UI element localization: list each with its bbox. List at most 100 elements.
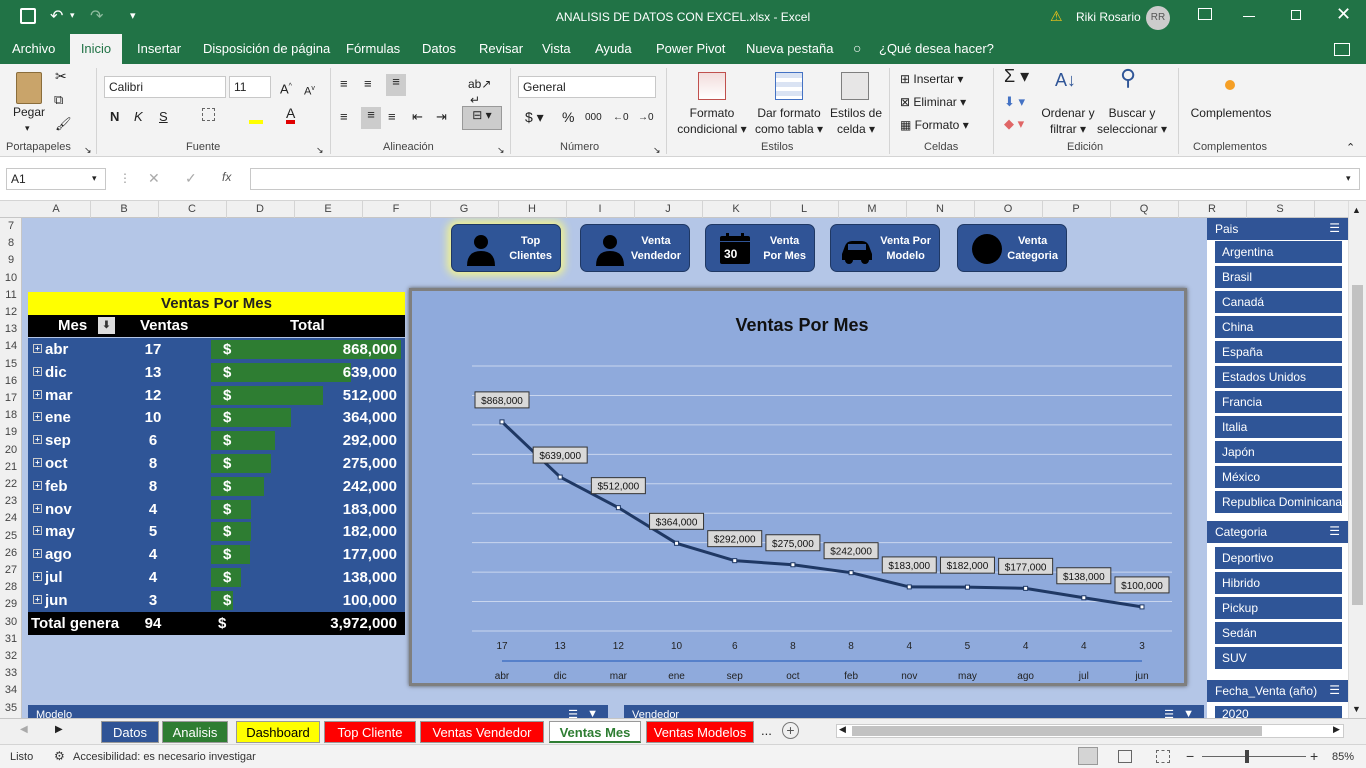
pivot-row[interactable]: + dic 13 $639,000 [28, 360, 405, 384]
row-header[interactable]: 7 [7, 220, 15, 232]
sheet-tab[interactable]: Dashboard [236, 721, 320, 743]
name-box-dropdown-icon[interactable]: ▾ [92, 173, 97, 183]
column-divider[interactable] [1042, 201, 1043, 218]
slicer-pais-item[interactable]: Italia [1215, 416, 1342, 438]
row-header[interactable]: 16 [4, 374, 18, 387]
column-header[interactable]: H [528, 203, 536, 215]
zoom-thumb[interactable] [1245, 750, 1249, 763]
undo-dropdown-icon[interactable]: ▾ [70, 10, 75, 20]
row-header[interactable]: 34 [4, 684, 18, 697]
row-header[interactable]: 27 [4, 564, 18, 576]
slicer-pais-item[interactable]: Japón [1215, 441, 1342, 463]
sheet-tab[interactable]: Ventas Modelos [646, 721, 754, 743]
merge-center-icon[interactable]: ⊟ ▾ [462, 106, 502, 130]
row-header[interactable]: 23 [4, 495, 18, 508]
pivot-row[interactable]: + ago 4 $177,000 [28, 543, 405, 567]
hscroll-left-icon[interactable]: ◀ [839, 724, 846, 734]
prev-sheet-icon[interactable]: ◀ [20, 724, 28, 735]
filter-dropdown-icon[interactable]: ⬇ [98, 317, 115, 334]
column-header[interactable]: F [392, 203, 400, 215]
restore-icon[interactable] [1291, 10, 1301, 20]
more-sheets-icon[interactable]: ... [761, 723, 772, 738]
venta-por-mes-button[interactable]: 30 Venta Por Mes [705, 224, 815, 272]
slicer-pais-item[interactable]: Canadá [1215, 291, 1342, 313]
tab-revisar[interactable]: Revisar [479, 41, 524, 56]
row-header[interactable]: 9 [7, 254, 15, 267]
slicer-pais-item[interactable]: Argentina [1215, 241, 1342, 263]
row-header[interactable]: 17 [4, 392, 18, 404]
row-header[interactable]: 13 [4, 323, 18, 336]
font-size-select[interactable]: 11 [229, 76, 271, 98]
data-point[interactable] [499, 419, 505, 425]
column-divider[interactable] [362, 201, 363, 218]
column-header[interactable]: L [800, 203, 808, 215]
pivot-row[interactable]: + abr 17 $868,000 [28, 338, 405, 361]
borders-icon[interactable] [202, 108, 215, 121]
paste-dropdown-icon[interactable]: ▾ [25, 123, 30, 133]
multi-select-icon[interactable]: ☰ [1329, 524, 1340, 538]
row-header[interactable]: 12 [4, 306, 18, 318]
align-center-icon[interactable]: ≡ [361, 107, 381, 129]
row-header[interactable]: 33 [4, 667, 18, 680]
slicer-categoria-item[interactable]: Deportivo [1215, 547, 1342, 569]
row-header[interactable]: 25 [4, 529, 18, 542]
sheet-tab[interactable]: Analisis [162, 721, 228, 743]
avatar[interactable]: RR [1146, 6, 1170, 30]
warning-icon[interactable]: ⚠ [1050, 8, 1063, 24]
row-header[interactable]: 11 [5, 288, 17, 301]
pivot-row[interactable]: + ene 10 $364,000 [28, 406, 405, 430]
column-header[interactable]: K [732, 203, 740, 215]
font-color-icon[interactable]: A [286, 106, 296, 124]
column-divider[interactable] [90, 201, 91, 218]
tab-disposicion[interactable]: Disposición de página [203, 41, 331, 56]
italic-icon[interactable]: K [134, 109, 143, 124]
save-icon[interactable] [20, 8, 36, 24]
customize-qat-icon[interactable]: ▾ [130, 10, 136, 22]
data-point[interactable] [848, 570, 854, 576]
row-header[interactable]: 24 [4, 512, 18, 525]
align-top-icon[interactable]: ≡ [340, 76, 348, 91]
fill-color-icon[interactable] [249, 108, 263, 124]
shrink-font-icon[interactable]: Av [304, 85, 315, 98]
expand-icon[interactable]: + [33, 526, 42, 536]
copy-icon[interactable]: ⧉ [54, 92, 64, 107]
delete-cells-button[interactable]: ⊠ Eliminar ▾ [900, 95, 967, 109]
addins-button[interactable]: Complementos [1190, 106, 1272, 120]
table-format-button[interactable]: Dar formato como tabla ▾ [754, 106, 824, 136]
data-point[interactable] [1139, 604, 1145, 610]
sheet-tab[interactable]: Ventas Vendedor [420, 721, 544, 743]
row-header[interactable]: 15 [4, 357, 18, 370]
data-point[interactable] [674, 540, 680, 546]
number-format-select[interactable]: General [518, 76, 656, 98]
tab-ayuda[interactable]: Ayuda [595, 41, 632, 56]
column-divider[interactable] [1110, 201, 1111, 218]
slicer-pais-item[interactable]: Francia [1215, 391, 1342, 413]
column-divider[interactable] [430, 201, 431, 218]
user-name[interactable]: Riki Rosario [1076, 10, 1141, 24]
hscroll-right-icon[interactable]: ▶ [1333, 724, 1340, 734]
column-header[interactable]: S [1276, 203, 1284, 215]
enter-icon[interactable]: ✓ [185, 170, 197, 186]
wrap-text-icon[interactable]: ↵ [470, 93, 481, 107]
column-divider[interactable] [226, 201, 227, 218]
column-divider[interactable] [906, 201, 907, 218]
format-cells-button[interactable]: ▦ Formato ▾ [900, 118, 969, 132]
lightbulb-icon[interactable]: ○ [853, 40, 862, 56]
multi-select-icon[interactable]: ☰ [568, 709, 578, 718]
row-header[interactable]: 35 [4, 701, 18, 714]
expand-icon[interactable]: + [33, 480, 42, 490]
column-divider[interactable] [158, 201, 159, 218]
column-header[interactable]: R [1208, 203, 1216, 215]
alignment-launcher-icon[interactable]: ↘ [497, 145, 505, 155]
venta-por-modelo-button[interactable]: Venta Por Modelo [830, 224, 940, 272]
tab-power-pivot[interactable]: Power Pivot [656, 41, 726, 56]
column-divider[interactable] [838, 201, 839, 218]
row-header[interactable]: 28 [4, 581, 18, 594]
multi-select-icon[interactable]: ☰ [1329, 221, 1340, 235]
minimize-icon[interactable] [1243, 16, 1255, 17]
orientation-icon[interactable]: ab↗ [468, 77, 492, 91]
data-point[interactable] [906, 584, 912, 590]
fill-icon[interactable]: ⬇ ▾ [1004, 94, 1026, 109]
clear-icon[interactable]: ◆ ▾ [1004, 116, 1025, 131]
name-box[interactable]: A1 [6, 168, 106, 190]
